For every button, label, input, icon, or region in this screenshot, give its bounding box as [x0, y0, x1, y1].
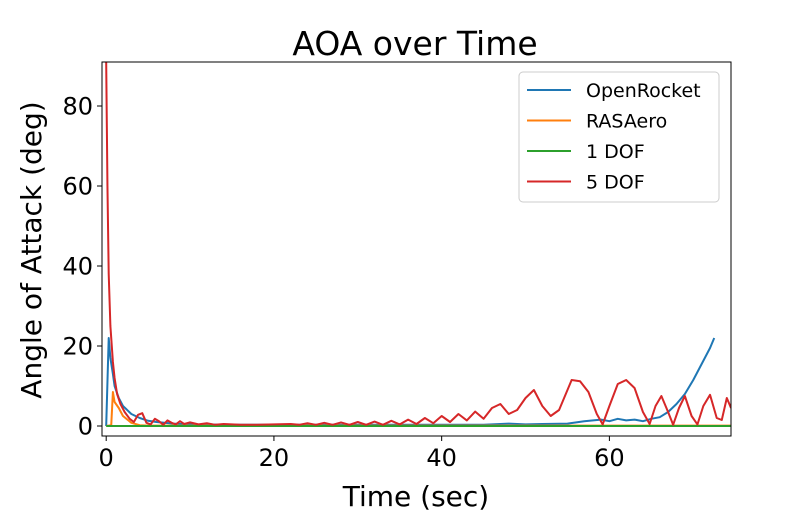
legend-label: 5 DOF — [586, 172, 645, 194]
legend-label: RASAero — [586, 111, 667, 133]
y-tick-label: 60 — [62, 173, 93, 201]
series-line-5-dof — [105, 62, 731, 426]
legend: OpenRocket RASAero 1 DOF 5 DOF — [518, 71, 720, 203]
x-tick-label: 0 — [99, 444, 114, 472]
x-axis-label: Time (sec) — [342, 480, 489, 513]
x-tick-label: 20 — [259, 444, 290, 472]
x-tick-label: 60 — [594, 444, 625, 472]
y-axis-label: Angle of Attack (deg) — [15, 101, 48, 398]
y-tick-label: 0 — [78, 413, 93, 441]
plot-layer — [105, 62, 731, 427]
x-tick-label: 40 — [426, 444, 457, 472]
y-tick-label: 80 — [62, 93, 93, 121]
chart-title: AOA over Time — [292, 24, 537, 63]
series-line-openrocket — [105, 337, 716, 427]
plot-frame — [101, 61, 732, 437]
legend-label: 1 DOF — [586, 141, 645, 163]
y-tick-label: 20 — [62, 333, 93, 361]
legend-label: OpenRocket — [586, 80, 701, 102]
legend-box — [518, 71, 720, 203]
ticks-layer: 0 20 40 60 0 20 40 60 80 — [62, 93, 624, 473]
y-tick-label: 40 — [62, 253, 93, 281]
